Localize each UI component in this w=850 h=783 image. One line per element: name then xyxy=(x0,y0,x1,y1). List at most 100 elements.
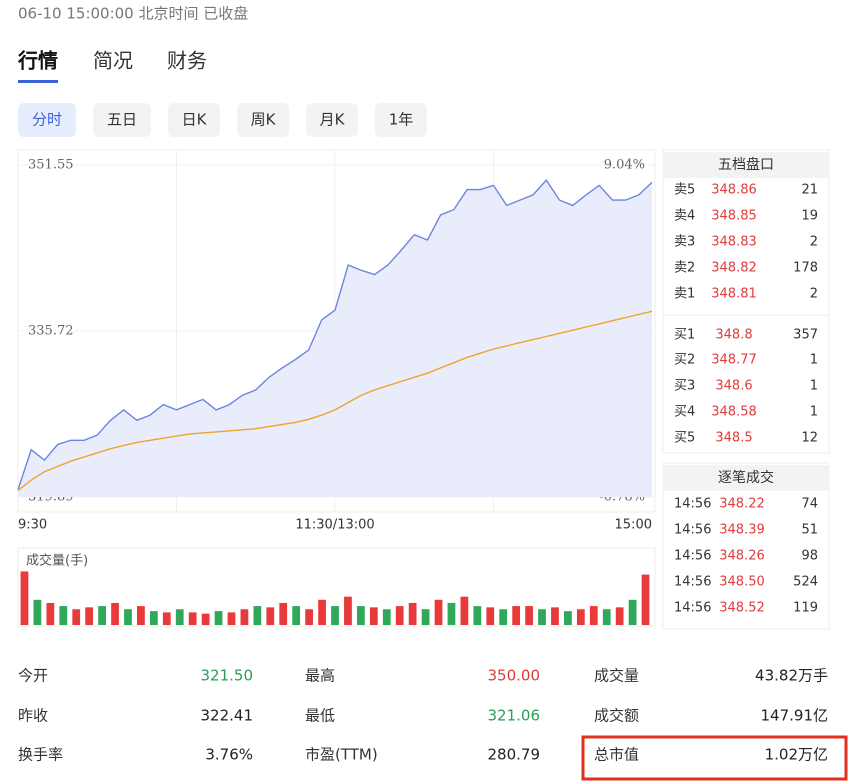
y-tick-label: 351.55 xyxy=(28,158,74,173)
volume-bar xyxy=(331,606,339,625)
order-price: 348.83 xyxy=(711,235,757,250)
period-button[interactable] xyxy=(18,103,76,137)
period-label[interactable]: 1年 xyxy=(389,111,414,129)
stat-label: 换手率 xyxy=(18,746,63,764)
volume-bar xyxy=(137,606,145,625)
volume-bar xyxy=(305,609,314,625)
order-volume: 178 xyxy=(793,261,818,276)
volume-bar xyxy=(421,609,430,625)
order-price: 348.5 xyxy=(715,431,752,446)
tab[interactable]: 行情 xyxy=(17,49,58,73)
order-side: 买5 xyxy=(674,431,695,446)
volume-bar xyxy=(33,599,42,625)
volume-bar xyxy=(641,574,650,625)
status: 06-10 15:00:00 北京时间 已收盘 xyxy=(18,5,248,23)
tab[interactable]: 简况 xyxy=(93,49,133,73)
order-price: 348.81 xyxy=(711,287,757,302)
volume-bar xyxy=(46,602,55,625)
volume-title: 成交量(手) xyxy=(26,553,88,569)
price-area xyxy=(18,180,652,497)
order-side: 买4 xyxy=(674,405,695,420)
order-volume: 357 xyxy=(793,328,818,343)
volume-bar xyxy=(162,612,171,625)
volume-bar xyxy=(564,611,572,625)
y2-tick-label: 9.04% xyxy=(604,158,645,173)
stat-value: 43.82万手 xyxy=(755,667,828,685)
period-label[interactable]: 周K xyxy=(251,111,277,129)
stat-value: 350.00 xyxy=(488,667,541,685)
stat-value: 321.50 xyxy=(201,667,254,685)
volume-bar xyxy=(85,607,94,625)
stat-label: 成交量 xyxy=(594,667,639,685)
volume-bar xyxy=(395,606,404,625)
period-button[interactable] xyxy=(306,103,358,137)
order-side: 卖1 xyxy=(674,287,695,302)
trade-time: 14:56 xyxy=(674,601,711,616)
volume-bar xyxy=(460,596,469,625)
order-side: 卖2 xyxy=(674,261,695,276)
volume-bar xyxy=(188,612,197,625)
volume-bar xyxy=(447,602,456,625)
trade-time: 14:56 xyxy=(674,497,711,512)
volume-bar xyxy=(369,607,378,625)
order-price: 348.6 xyxy=(715,379,752,394)
trade-price: 348.26 xyxy=(719,549,765,564)
trade-time: 14:56 xyxy=(674,549,711,564)
period-label[interactable]: 月K xyxy=(320,111,346,129)
order-price: 348.8 xyxy=(715,328,752,343)
volume-bar xyxy=(434,599,443,625)
period-label[interactable]: 分时 xyxy=(32,111,62,129)
volume-bar xyxy=(382,609,391,625)
period-button[interactable] xyxy=(168,103,220,137)
trade-price: 348.50 xyxy=(719,575,765,590)
volume-bar xyxy=(214,611,223,625)
stat-label: 市盈(TTM) xyxy=(305,746,378,764)
volume-bar xyxy=(318,599,326,625)
average-line xyxy=(17,310,653,492)
order-side: 买3 xyxy=(674,379,695,394)
trade-price: 348.22 xyxy=(719,497,765,512)
stat-value: 321.06 xyxy=(488,707,541,725)
trade-volume: 74 xyxy=(801,497,818,512)
tab-underline xyxy=(18,80,58,83)
volume-frame xyxy=(17,547,656,627)
period-label[interactable]: 五日 xyxy=(107,111,137,129)
volume-bar xyxy=(525,606,533,625)
order-side: 卖5 xyxy=(674,183,695,198)
volume-bar xyxy=(175,609,184,625)
period-button[interactable] xyxy=(93,103,151,137)
order-price: 348.86 xyxy=(711,183,757,198)
order-volume: 1 xyxy=(810,379,818,394)
volume-bar xyxy=(551,607,559,625)
tab[interactable]: 财务 xyxy=(167,49,207,73)
volume-bar xyxy=(98,606,106,625)
order-volume: 1 xyxy=(810,353,818,368)
trades-title: 逐笔成交 xyxy=(718,469,774,486)
volume-bar xyxy=(589,606,598,625)
volume-bar xyxy=(576,609,585,625)
x-tick-label: 9:30 xyxy=(18,518,47,533)
volume-bar xyxy=(124,609,132,625)
stat-label: 总市值 xyxy=(594,746,639,764)
period-label[interactable]: 日K xyxy=(182,111,208,129)
volume-bar xyxy=(615,607,624,625)
order-volume: 2 xyxy=(810,287,818,302)
trade-price: 348.39 xyxy=(719,523,765,538)
volume-bar xyxy=(111,602,119,625)
highlight-box xyxy=(581,735,848,781)
volume-bar xyxy=(227,612,236,625)
stat-label: 成交额 xyxy=(594,707,639,725)
order-side: 买1 xyxy=(674,328,695,343)
order-volume: 19 xyxy=(801,209,818,224)
order-volume: 21 xyxy=(801,183,818,198)
period-button[interactable] xyxy=(237,103,289,137)
volume-bar xyxy=(59,606,68,625)
stat-value: 280.79 xyxy=(488,746,541,764)
stat-label: 今开 xyxy=(18,667,48,685)
volume-bar xyxy=(356,606,365,625)
trade-volume: 98 xyxy=(801,549,818,564)
order-price: 348.82 xyxy=(711,261,757,276)
period-button[interactable] xyxy=(375,103,427,137)
trade-volume: 51 xyxy=(801,523,818,538)
x-tick-label: 11:30/13:00 xyxy=(295,518,374,533)
